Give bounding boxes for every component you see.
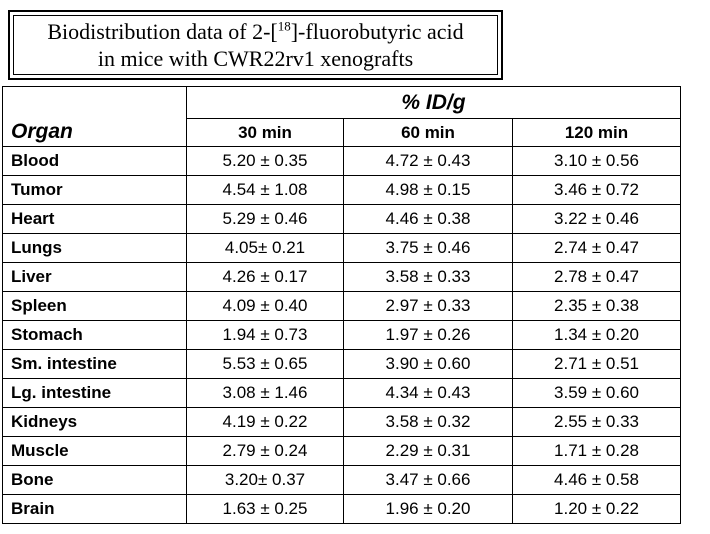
organ-cell: Stomach [2, 320, 187, 350]
time-header-120: 120 min [511, 118, 682, 147]
value-cell: 2.78 ± 0.47 [511, 262, 682, 292]
title-box: Biodistribution data of 2-[18]-fluorobut… [8, 10, 503, 80]
value-cell: 3.59 ± 0.60 [511, 378, 682, 408]
value-cell: 1.34 ± 0.20 [511, 320, 682, 350]
value-cell: 4.46 ± 0.58 [511, 465, 682, 495]
title-line-1-start: Biodistribution data of 2-[ [47, 19, 278, 44]
table-row: Bone 3.20± 0.37 3.47 ± 0.66 4.46 ± 0.58 [2, 465, 682, 495]
value-cell: 4.54 ± 1.08 [186, 175, 344, 205]
value-cell: 3.58 ± 0.33 [343, 262, 513, 292]
table-row: Lg. intestine 3.08 ± 1.46 4.34 ± 0.43 3.59 … [2, 378, 682, 408]
title-line-1: Biodistribution data of 2-[18]-fluorobut… [10, 18, 501, 45]
organ-cell: Bone [2, 465, 187, 495]
table-row: Heart 5.29 ± 0.46 4.46 ± 0.38 3.22 ± 0.46 [2, 204, 682, 234]
header-row-times: 30 min 60 min 120 min [3, 118, 682, 147]
table-row: Tumor 4.54 ± 1.08 4.98 ± 0.15 3.46 ± 0.72 [2, 175, 682, 205]
value-cell: 3.58 ± 0.32 [343, 407, 513, 437]
value-cell: 4.98 ± 0.15 [343, 175, 513, 205]
organ-cell: Lg. intestine [2, 378, 187, 408]
title-line-2: in mice with CWR22rv1 xenografts [97, 46, 414, 71]
value-cell: 4.34 ± 0.43 [343, 378, 513, 408]
value-cell: 3.08 ± 1.46 [186, 378, 344, 408]
value-cell: 5.20 ± 0.35 [186, 146, 344, 176]
organ-cell: Blood [2, 146, 187, 176]
value-cell: 2.74 ± 0.47 [511, 233, 682, 263]
organ-cell: Kidneys [2, 407, 187, 437]
organ-cell: Heart [2, 204, 187, 234]
header-row-unit: Organ % ID/g [2, 86, 682, 147]
value-cell: 2.97 ± 0.33 [343, 291, 513, 321]
title-line-1-end: ]-fluorobutyric acid [290, 19, 464, 44]
table-row: Brain 1.63 ± 0.25 1.96 ± 0.20 1.20 ± 0.22 [2, 494, 682, 524]
organ-cell: Spleen [2, 291, 187, 321]
value-cell: 3.22 ± 0.46 [511, 204, 682, 234]
value-cell: 3.47 ± 0.66 [343, 465, 513, 495]
organ-cell: Muscle [2, 436, 187, 466]
value-cell: 1.96 ± 0.20 [343, 494, 513, 524]
table-body: Blood 5.20 ± 0.35 4.72 ± 0.43 3.10 ± 0.56 Tu… [2, 146, 682, 524]
value-cell: 3.90 ± 0.60 [343, 349, 513, 379]
value-cell: 4.72 ± 0.43 [343, 146, 513, 176]
organ-cell: Liver [2, 262, 187, 292]
value-cell: 1.63 ± 0.25 [186, 494, 344, 524]
value-cell: 2.55 ± 0.33 [511, 407, 682, 437]
value-cell: 1.97 ± 0.26 [343, 320, 513, 350]
organ-cell: Sm. intestine [2, 349, 187, 379]
value-cell: 5.29 ± 0.46 [186, 204, 344, 234]
value-cell: 2.71 ± 0.51 [511, 349, 682, 379]
organ-cell: Lungs [2, 233, 187, 263]
table-row: Sm. intestine 5.53 ± 0.65 3.90 ± 0.60 2.71 … [2, 349, 682, 379]
biodistribution-table: Organ % ID/g 30 min 60 min 120 min Blood… [2, 86, 682, 524]
table-row: Spleen 4.09 ± 0.40 2.97 ± 0.33 2.35 ± 0.38 [2, 291, 682, 321]
value-cell: 2.79 ± 0.24 [186, 436, 344, 466]
unit-header: % ID/g [185, 86, 682, 119]
value-cell: 3.10 ± 0.56 [511, 146, 682, 176]
value-cell: 4.19 ± 0.22 [186, 407, 344, 437]
value-cell: 5.53 ± 0.65 [186, 349, 344, 379]
table-row: Liver 4.26 ± 0.17 3.58 ± 0.33 2.78 ± 0.47 [2, 262, 682, 292]
value-cell: 4.05± 0.21 [186, 233, 344, 263]
table-title: Biodistribution data of 2-[18]-fluorobut… [10, 18, 501, 72]
table-row: Muscle 2.79 ± 0.24 2.29 ± 0.31 1.71 ± 0.28 [2, 436, 682, 466]
organ-cell: Tumor [2, 175, 187, 205]
title-superscript: 18 [277, 18, 291, 34]
value-cell: 3.20± 0.37 [186, 465, 344, 495]
value-cell: 1.94 ± 0.73 [186, 320, 344, 350]
table-row: Stomach 1.94 ± 0.73 1.97 ± 0.26 1.34 ± 0.20 [2, 320, 682, 350]
time-header-60: 60 min [343, 118, 513, 147]
value-cell: 3.46 ± 0.72 [511, 175, 682, 205]
organ-cell: Brain [2, 494, 187, 524]
organ-column-header: Organ [2, 86, 187, 147]
value-cell: 1.20 ± 0.22 [511, 494, 682, 524]
value-cell: 2.29 ± 0.31 [343, 436, 513, 466]
time-header-30: 30 min [186, 118, 344, 147]
value-cell: 4.46 ± 0.38 [343, 204, 513, 234]
table-row: Lungs 4.05± 0.21 3.75 ± 0.46 2.74 ± 0.47 [2, 233, 682, 263]
title-inner-frame [13, 15, 498, 75]
value-cell: 2.35 ± 0.38 [511, 291, 682, 321]
value-cell: 1.71 ± 0.28 [511, 436, 682, 466]
table-row: Kidneys 4.19 ± 0.22 3.58 ± 0.32 2.55 ± 0.33 [2, 407, 682, 437]
value-cell: 4.26 ± 0.17 [186, 262, 344, 292]
value-cell: 3.75 ± 0.46 [343, 233, 513, 263]
value-cell: 4.09 ± 0.40 [186, 291, 344, 321]
table-row: Blood 5.20 ± 0.35 4.72 ± 0.43 3.10 ± 0.56 [2, 146, 682, 176]
